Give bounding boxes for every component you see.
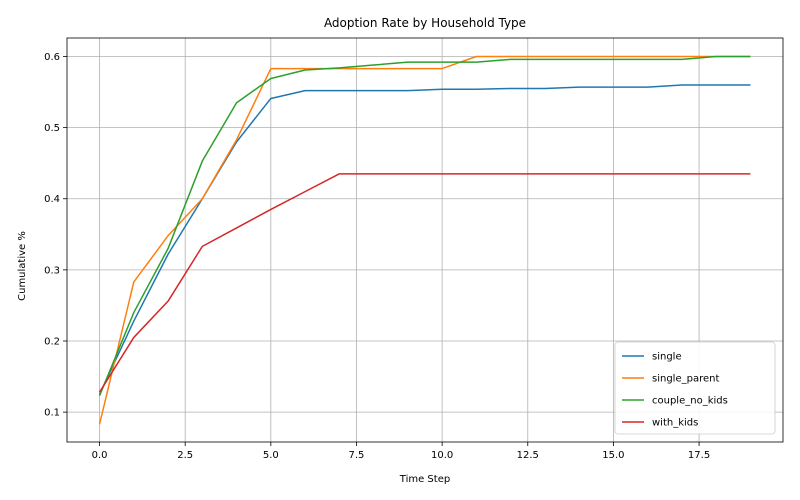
series-line-couple_no_kids: [98, 55, 751, 397]
x-tick-label: 0.0: [92, 450, 108, 461]
y-tick-label: 0.1: [44, 408, 60, 419]
legend-label-with_kids: with_kids: [652, 418, 698, 429]
chart-title: Adoption Rate by Household Type: [324, 16, 526, 30]
legend-label-couple_no_kids: couple_no_kids: [652, 396, 728, 407]
series-group: [98, 55, 751, 425]
x-tick-label: 7.5: [349, 450, 365, 461]
y-tick-label: 0.6: [44, 52, 60, 63]
y-tick-label: 0.3: [44, 265, 60, 276]
y-axis-title: Cumulative %: [17, 231, 28, 301]
legend-label-single: single: [652, 352, 682, 363]
legend: single single_parent couple_no_kids with_ki…: [614, 341, 776, 435]
x-tick-label: 10.0: [431, 450, 453, 461]
series-line-with_kids: [98, 173, 751, 393]
x-tick-label: 12.5: [517, 450, 539, 461]
legend-box: [614, 341, 776, 435]
series-line-single_parent: [98, 55, 751, 425]
legend-label-single_parent: single_parent: [652, 374, 719, 385]
x-axis: 0.0 2.5 5.0 7.5 10.0 12.5 15.0 17.5: [92, 442, 710, 461]
x-tick-label: 17.5: [688, 450, 710, 461]
y-tick-label: 0.4: [44, 194, 60, 205]
x-axis-title: Time Step: [399, 474, 450, 485]
plot-frame: [66, 37, 784, 443]
y-axis: 0.1 0.2 0.3 0.4 0.5 0.6: [44, 52, 67, 419]
x-tick-label: 15.0: [602, 450, 624, 461]
x-tick-label: 5.0: [263, 450, 279, 461]
y-tick-label: 0.5: [44, 123, 60, 134]
x-tick-label: 2.5: [177, 450, 193, 461]
y-tick-label: 0.2: [44, 337, 60, 348]
